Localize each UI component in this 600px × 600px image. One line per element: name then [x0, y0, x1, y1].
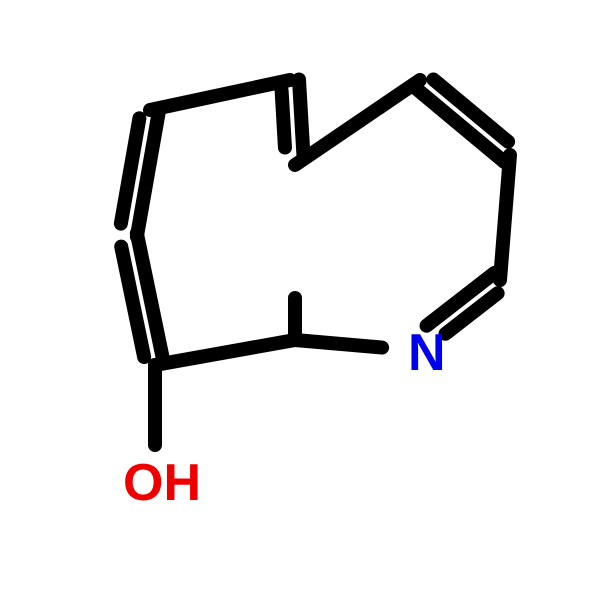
bond: [500, 155, 510, 280]
bond: [295, 340, 382, 348]
bond: [150, 80, 290, 110]
atom-label-oh: OH: [123, 454, 201, 512]
atom-label-n: N: [408, 324, 446, 382]
bond: [282, 91, 285, 148]
bond: [155, 340, 295, 365]
bond: [295, 80, 420, 165]
molecule-structure: N OH: [0, 0, 600, 600]
bond: [299, 79, 304, 156]
